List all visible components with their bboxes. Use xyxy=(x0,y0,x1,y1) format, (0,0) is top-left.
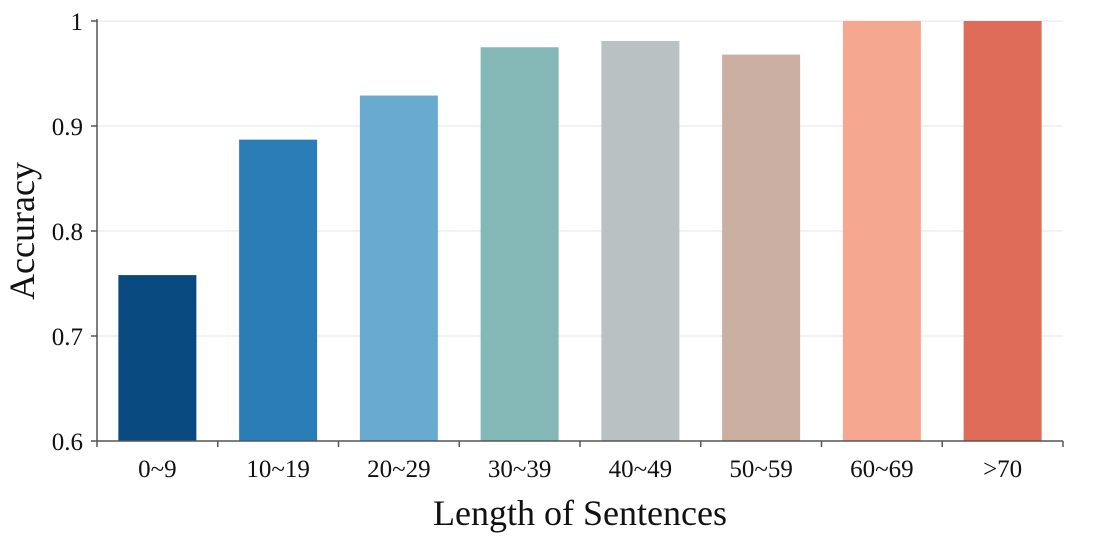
x-tick-label: 40~49 xyxy=(609,456,673,483)
y-ticks: 0.6 0.7 0.8 0.9 1 xyxy=(52,9,97,456)
y-tick-label: 0.9 xyxy=(52,114,83,141)
y-tick-label: 1 xyxy=(71,9,84,36)
x-axis-title: Length of Sentences xyxy=(433,493,727,533)
bar xyxy=(480,47,559,441)
x-tick-label: 60~69 xyxy=(850,456,914,483)
bar xyxy=(963,21,1042,441)
x-ticks: 0~9 10~19 20~29 30~39 40~49 50~59 60~69 >70 xyxy=(96,441,1064,483)
y-tick-label: 0.6 xyxy=(52,429,83,456)
bar xyxy=(359,95,438,442)
bar xyxy=(239,139,318,441)
x-tick-label: 20~29 xyxy=(367,456,431,483)
bars xyxy=(118,21,1042,442)
x-tick-label: 10~19 xyxy=(246,456,310,483)
y-tick-label: 0.7 xyxy=(52,324,83,351)
x-tick-label: >70 xyxy=(983,456,1022,483)
y-axis-title: Accuracy xyxy=(2,162,42,300)
bar xyxy=(722,54,801,441)
x-tick-label: 30~39 xyxy=(488,456,552,483)
bar xyxy=(118,275,197,441)
x-tick-label: 0~9 xyxy=(138,456,177,483)
x-tick-label: 50~59 xyxy=(729,456,793,483)
bar xyxy=(601,40,680,441)
y-tick-label: 0.8 xyxy=(52,219,83,246)
bar xyxy=(842,21,921,441)
